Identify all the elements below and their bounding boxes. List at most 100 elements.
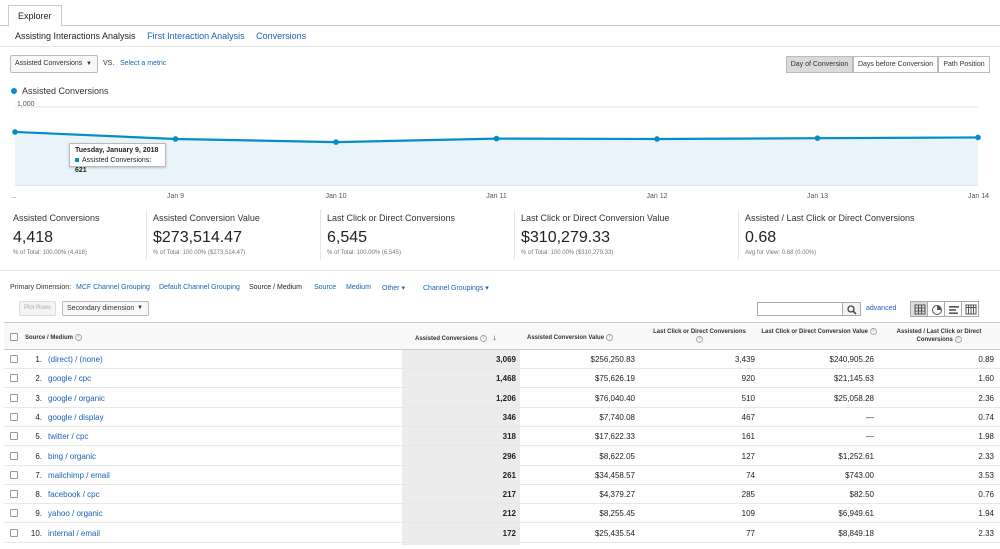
row-checkbox[interactable] xyxy=(10,528,18,537)
help-icon[interactable]: ? xyxy=(869,328,877,335)
cell-last-click-value: $6,949.61 xyxy=(838,509,874,519)
chart-tooltip: Tuesday, January 9, 2018 Assisted Conver… xyxy=(69,143,166,174)
view-pivot-button[interactable] xyxy=(961,301,979,317)
source-medium-link[interactable]: internal / email xyxy=(48,528,101,538)
header-last-click-conversion-value[interactable]: Last Click or Direct Conversion Value ? xyxy=(761,328,877,336)
subnav-assisting-interactions[interactable]: Assisting Interactions Analysis xyxy=(15,31,136,41)
tooltip-row: Assisted Conversions: 621 xyxy=(75,156,160,176)
row-number: 1. xyxy=(35,355,42,364)
series-area xyxy=(15,131,978,185)
vs-label: VS. xyxy=(103,60,115,67)
view-pie-button[interactable] xyxy=(927,301,945,317)
source-medium-link[interactable]: mailchimp / email xyxy=(48,470,110,480)
row-number: 4. xyxy=(35,412,42,422)
dimension-mcf-channel-grouping[interactable]: MCF Channel Grouping xyxy=(76,284,150,291)
scorecard-subtext: % of Total: 100.00% ($310,279.33) xyxy=(521,250,614,256)
row-checkbox[interactable] xyxy=(10,490,18,499)
scorecard-divider xyxy=(514,210,515,260)
help-icon[interactable]: ? xyxy=(479,334,487,342)
plot-rows-button[interactable]: Plot Rows xyxy=(19,301,56,316)
tooltip-swatch xyxy=(75,158,79,163)
cell-assisted-conversions: 346 xyxy=(502,412,516,422)
metric-dropdown[interactable]: Assisted Conversions ▼ xyxy=(10,55,98,73)
data-point xyxy=(333,139,339,145)
row-number: 5. xyxy=(35,432,42,442)
table-search-input[interactable] xyxy=(757,302,843,316)
source-medium-link[interactable]: google / organic xyxy=(48,393,105,403)
source-medium-link[interactable]: bing / organic xyxy=(48,451,97,461)
data-point xyxy=(172,136,179,142)
tooltip-label: Assisted Conversions: xyxy=(82,157,152,164)
select-metric-link[interactable]: Select a metric xyxy=(120,60,167,67)
x-tick-label: Jan 10 xyxy=(325,193,346,200)
header-label: Source / Medium xyxy=(25,335,74,342)
cell-assisted-conversions: 318 xyxy=(502,432,516,442)
source-medium-link[interactable]: yahoo / organic xyxy=(48,509,103,519)
header-assisted-conversion-value[interactable]: Assisted Conversion Value ? xyxy=(527,334,613,342)
dimension-medium[interactable]: Medium xyxy=(346,284,371,291)
cell-last-click-conversions: 127 xyxy=(741,451,755,461)
row-checkbox[interactable] xyxy=(10,509,18,518)
header-last-click-conversions[interactable]: Last Click or Direct Conversions? xyxy=(642,328,757,344)
dimension-other[interactable]: Other ▾ xyxy=(382,285,405,292)
row-checkbox[interactable] xyxy=(10,412,18,421)
x-tick-label: ... xyxy=(11,193,17,200)
scorecard-label: Last Click or Direct Conversion Value xyxy=(521,213,670,223)
dimension-channel-groupings[interactable]: Channel Groupings ▾ xyxy=(423,285,489,292)
search-button[interactable] xyxy=(843,302,861,316)
tab-explorer[interactable]: Explorer xyxy=(8,5,62,27)
cell-ratio: 2.33 xyxy=(978,528,994,538)
help-icon[interactable]: ? xyxy=(954,336,962,343)
row-checkbox[interactable] xyxy=(10,393,18,402)
toggle-path-position[interactable]: Path Position xyxy=(938,56,990,73)
cell-ratio: 1.60 xyxy=(978,374,994,384)
source-medium-link[interactable]: google / cpc xyxy=(48,374,92,384)
dimension-default-channel-grouping[interactable]: Default Channel Grouping xyxy=(159,284,240,291)
subnav-conversions[interactable]: Conversions xyxy=(256,31,307,41)
row-checkbox[interactable] xyxy=(10,470,18,479)
source-medium-link[interactable]: google / display xyxy=(48,412,104,422)
row-checkbox[interactable] xyxy=(10,355,18,363)
view-performance-button[interactable] xyxy=(944,301,962,317)
chevron-down-icon: ▼ xyxy=(86,61,92,67)
select-all-checkbox[interactable] xyxy=(10,333,18,341)
cell-assisted-conversions: 217 xyxy=(502,490,516,500)
cell-ratio: 2.36 xyxy=(978,393,994,403)
report-subnav: Assisting Interactions Analysis First In… xyxy=(15,31,315,43)
toggle-day-of-conversion[interactable]: Day of Conversion xyxy=(786,56,853,73)
divider xyxy=(0,46,1000,47)
cell-assisted-value: $8,255.45 xyxy=(599,509,635,519)
cell-assisted-conversions: 1,468 xyxy=(495,374,516,384)
legend-label: Assisted Conversions xyxy=(22,86,109,96)
source-medium-link[interactable]: (direct) / (none) xyxy=(48,355,103,364)
help-icon[interactable]: ? xyxy=(605,334,613,341)
legend-swatch xyxy=(11,88,17,94)
subnav-first-interaction[interactable]: First Interaction Analysis xyxy=(147,31,245,41)
source-medium-link[interactable]: twitter / cpc xyxy=(48,432,89,442)
header-source-medium[interactable]: Source / Medium ? xyxy=(25,334,82,342)
source-medium-link[interactable]: facebook / cpc xyxy=(48,490,100,500)
scorecard-subtext: Avg for View: 0.68 (0.00%) xyxy=(745,250,817,256)
dimension-source[interactable]: Source xyxy=(314,284,337,291)
cell-assisted-value: $17,622.33 xyxy=(594,432,635,442)
pivot-icon xyxy=(965,304,977,315)
help-icon[interactable]: ? xyxy=(696,336,703,343)
cell-ratio: 0.74 xyxy=(978,412,994,422)
toggle-days-before-conversion[interactable]: Days before Conversion xyxy=(853,56,938,73)
search-icon xyxy=(847,305,857,315)
cell-last-click-conversions: 74 xyxy=(746,470,755,480)
x-tick-label: Jan 9 xyxy=(167,193,184,200)
row-checkbox[interactable] xyxy=(10,451,18,460)
cell-last-click-value: $743.00 xyxy=(845,470,874,480)
row-number: 10. xyxy=(30,528,42,538)
row-checkbox[interactable] xyxy=(10,432,18,441)
cell-assisted-value: $75,626.19 xyxy=(594,374,635,384)
header-assisted-conversions[interactable]: Assisted Conversions ? ↓ xyxy=(415,334,496,343)
secondary-dimension-dropdown[interactable]: Secondary dimension ▼ xyxy=(62,301,149,316)
advanced-filter-link[interactable]: advanced xyxy=(866,305,897,312)
row-checkbox[interactable] xyxy=(10,374,18,383)
view-table-button[interactable] xyxy=(910,301,928,317)
primary-dimension-label: Primary Dimension: xyxy=(10,284,72,291)
header-assisted-last-click-ratio[interactable]: Assisted / Last Click or Direct Conversi… xyxy=(884,328,994,344)
help-icon[interactable]: ? xyxy=(74,334,82,341)
